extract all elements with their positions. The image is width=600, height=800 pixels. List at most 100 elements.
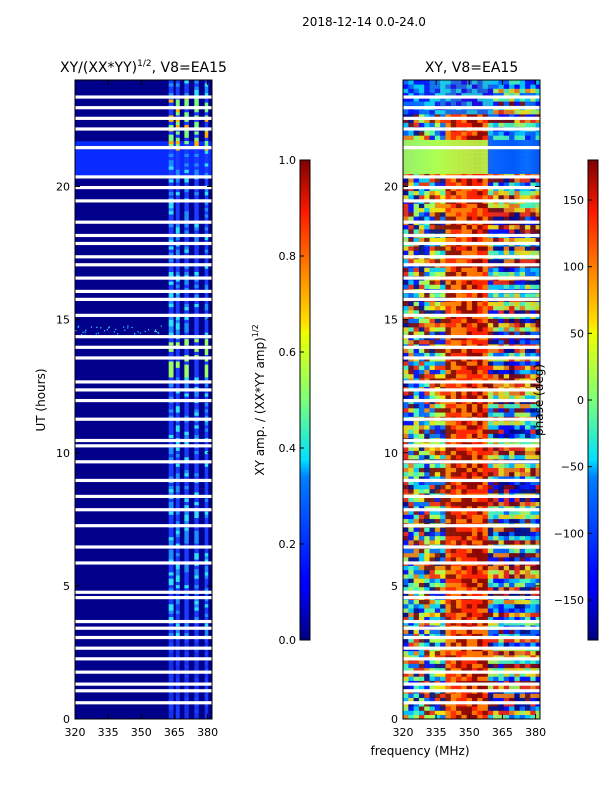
- heatmap-cell: [175, 425, 180, 429]
- heatmap-cell: [524, 552, 531, 558]
- heatmap-cell: [184, 201, 189, 205]
- heatmap-cell: [482, 339, 489, 345]
- heatmap-cell: [487, 160, 494, 166]
- heatmap-cell: [204, 421, 209, 426]
- heatmap-cell: [429, 582, 436, 588]
- heatmap-cell: [168, 655, 174, 659]
- heatmap-cell: [418, 650, 425, 656]
- heatmap-cell: [194, 447, 199, 451]
- heatmap-cell: [204, 706, 209, 710]
- heatmap-cell: [477, 467, 483, 473]
- heatmap-cell: [424, 284, 430, 290]
- heatmap-cell: [461, 518, 467, 524]
- heatmap-cell: [482, 484, 489, 490]
- heatmap-cell: [175, 137, 180, 142]
- heatmap-cell: [204, 131, 209, 135]
- heatmap-cell: [418, 395, 425, 400]
- heatmap-cell: [445, 548, 452, 554]
- heatmap-cell: [194, 527, 199, 531]
- heatmap-cell: [487, 420, 494, 426]
- heatmap-cell: [519, 156, 526, 162]
- heatmap-cell: [450, 471, 457, 477]
- heatmap-cell: [466, 514, 473, 520]
- heatmap-cell: [466, 165, 473, 170]
- heatmap-cell: [503, 638, 510, 643]
- heatmap-cell: [535, 467, 540, 473]
- heatmap-cell: [519, 318, 526, 324]
- heatmap-cell: [204, 568, 209, 573]
- heatmap-cell: [168, 485, 174, 490]
- heatmap-cell: [204, 207, 209, 212]
- heatmap-cell: [424, 446, 430, 451]
- heatmap-cell: [461, 667, 467, 673]
- heatmap-cell: [503, 463, 510, 468]
- heatmap-cell: [403, 548, 409, 554]
- heatmap-cell: [418, 284, 425, 290]
- heatmap-cell: [440, 331, 446, 336]
- heatmap-cell: [535, 216, 540, 221]
- heatmap-cell: [524, 514, 531, 520]
- heatmap-cell: [424, 420, 430, 426]
- heatmap-cell: [450, 548, 457, 554]
- heatmap-cell: [175, 322, 180, 327]
- heatmap-cell: [477, 710, 483, 716]
- heatmap-cell: [408, 425, 414, 430]
- heatmap-cell: [429, 578, 436, 583]
- heatmap-cell: [450, 390, 457, 396]
- heatmap-cell: [535, 408, 540, 413]
- heatmap-cell: [408, 497, 414, 503]
- heatmap-cell: [530, 535, 536, 541]
- heatmap-cell: [194, 476, 199, 480]
- heatmap-cell: [168, 517, 174, 522]
- heatmap-cell: [184, 134, 189, 138]
- heatmap-cell: [445, 714, 452, 719]
- heatmap-cell: [487, 527, 494, 532]
- heatmap-cell: [456, 603, 462, 609]
- heatmap-cell: [482, 501, 489, 507]
- heatmap-cell: [535, 267, 540, 272]
- heatmap-cell: [194, 179, 199, 183]
- heatmap-cell: [175, 616, 180, 621]
- heatmap-cell: [535, 629, 540, 635]
- heatmap-cell: [482, 135, 489, 140]
- heatmap-cell: [477, 450, 483, 456]
- heatmap-cell: [450, 488, 457, 494]
- heatmap-cell: [524, 229, 531, 234]
- heatmap-cell: [175, 715, 180, 719]
- heatmap-cell: [487, 92, 494, 98]
- heatmap-cell: [429, 318, 436, 324]
- heatmap-cell: [194, 543, 199, 547]
- heatmap-cell: [204, 156, 209, 161]
- heatmap-cell: [535, 390, 540, 396]
- heatmap-cell: [503, 284, 510, 290]
- heatmap-cell: [184, 236, 189, 241]
- heatmap-cell: [168, 463, 174, 467]
- heatmap-cell: [509, 365, 515, 370]
- heatmap-cell: [482, 258, 489, 264]
- heatmap-cell: [530, 271, 536, 277]
- heatmap-cell: [514, 395, 520, 400]
- heatmap-cell: [466, 433, 473, 439]
- heatmap-cell: [477, 497, 483, 503]
- heatmap-cell: [418, 369, 425, 375]
- heatmap-cell: [175, 575, 180, 579]
- heatmap-cell: [445, 697, 452, 703]
- heatmap-cell: [509, 310, 515, 315]
- heatmap-cell: [509, 663, 515, 669]
- heatmap-cell: [175, 341, 180, 346]
- heatmap-cell: [493, 305, 499, 311]
- heatmap-cell: [184, 651, 189, 656]
- heatmap-cell: [471, 271, 478, 277]
- heatmap-cell: [194, 540, 199, 544]
- heatmap-cell: [498, 156, 505, 162]
- heatmap-cell: [535, 616, 540, 622]
- heatmap-cell: [487, 603, 494, 609]
- heatmap-cell: [175, 204, 180, 209]
- heatmap-cell: [175, 450, 180, 455]
- heatmap-cell: [184, 389, 189, 394]
- heatmap-cell: [509, 237, 515, 243]
- heatmap-cell: [519, 412, 526, 417]
- heatmap-cell: [403, 463, 409, 468]
- heatmap-cell: [413, 642, 420, 647]
- heatmap-cell: [461, 621, 467, 626]
